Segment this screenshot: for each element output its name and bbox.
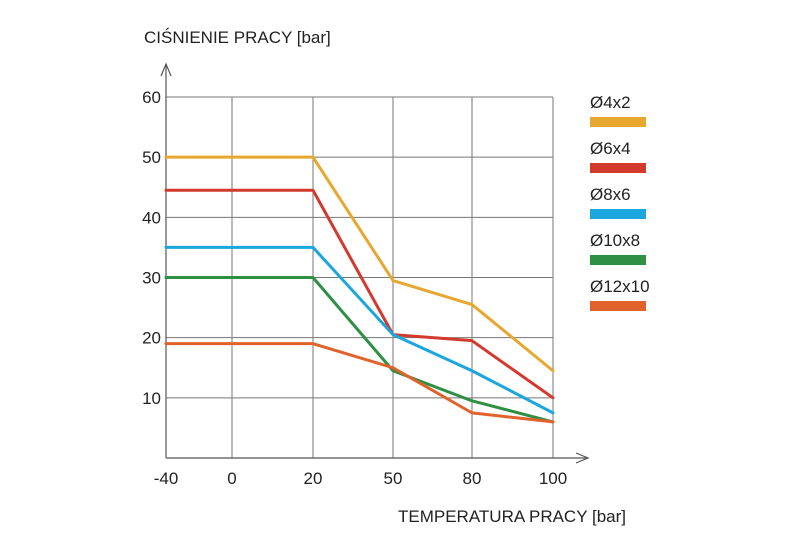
- legend-label: Ø6x4: [590, 139, 631, 158]
- legend-label: Ø4x2: [590, 93, 631, 112]
- series-line-1: [164, 188, 555, 400]
- x-tick-label: 100: [539, 469, 567, 488]
- legend-swatch: [590, 209, 646, 219]
- y-axis-arrow: [160, 62, 172, 77]
- legend-label: Ø10x8: [590, 231, 641, 250]
- legend-label: Ø12x10: [590, 277, 650, 296]
- y-tick-label: 50: [142, 148, 161, 167]
- legend-item: Ø12x10: [590, 277, 650, 311]
- y-tick-label: 40: [142, 208, 161, 227]
- series-line-2: [164, 245, 555, 415]
- legend-swatch: [590, 163, 646, 173]
- series-line-3: [164, 276, 555, 424]
- y-tick-label: 60: [142, 88, 161, 107]
- y-axis-label: CIŚNIENIE PRACY [bar]: [144, 28, 331, 47]
- x-axis-label: TEMPERATURA PRACY [bar]: [398, 507, 626, 526]
- legend-swatch: [590, 255, 646, 265]
- series-line-0: [164, 155, 555, 373]
- legend-swatch: [590, 117, 646, 127]
- x-tick-label: 80: [463, 469, 482, 488]
- series-line-4: [164, 342, 555, 424]
- series-lines: [164, 155, 555, 424]
- legend-item: Ø6x4: [590, 139, 646, 173]
- x-axis-arrow: [575, 452, 590, 464]
- legend-item: Ø10x8: [590, 231, 646, 265]
- legend-item: Ø4x2: [590, 93, 646, 127]
- x-tick-label: 50: [384, 469, 403, 488]
- legend-item: Ø8x6: [590, 185, 646, 219]
- legend-swatch: [590, 301, 646, 311]
- x-tick-labels: -40 0 20 50 80 100: [154, 469, 567, 488]
- legend-label: Ø8x6: [590, 185, 631, 204]
- y-tick-label: 30: [142, 269, 161, 288]
- x-tick-label: 0: [227, 469, 236, 488]
- y-tick-labels: 10 20 30 40 50 60: [142, 88, 161, 408]
- y-tick-label: 20: [142, 329, 161, 348]
- x-tick-label: 20: [304, 469, 323, 488]
- axes: [160, 62, 590, 464]
- x-tick-label: -40: [154, 469, 179, 488]
- y-tick-label: 10: [142, 389, 161, 408]
